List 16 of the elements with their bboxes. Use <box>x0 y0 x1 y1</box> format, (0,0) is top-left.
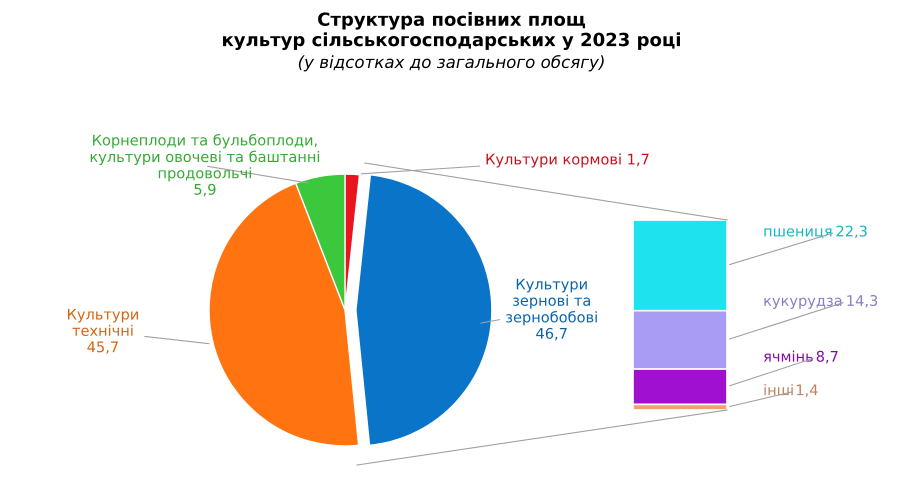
data-label: 5,9 <box>194 184 216 196</box>
chart-subtitle: (у відсотках до загального обсягу) <box>298 55 604 72</box>
text: кукурудза <box>764 298 842 309</box>
data-label: 14,3 <box>847 295 878 308</box>
slice-label: Культури кормові 1,7 <box>486 153 649 168</box>
text: ячмінь <box>764 350 813 362</box>
data-label: 8,7 <box>816 350 838 364</box>
data-label: 1,4 <box>796 384 818 397</box>
slice-label: Культури технічні <box>68 308 138 336</box>
slice-label: Корнеплоди та бульбоплоди, культури овочеві та баштанні продовольчі <box>90 134 320 182</box>
slice-label: Культури зернові та зернобобові <box>506 278 597 326</box>
chart-title: Структура посівних площ культур сільськогосподарських у 2023 році <box>223 12 680 50</box>
data-label: 46,7 <box>536 328 567 340</box>
data-label: 45,7 <box>87 341 118 354</box>
text: пшениця <box>764 228 832 238</box>
data-label: 22,3 <box>836 226 867 238</box>
